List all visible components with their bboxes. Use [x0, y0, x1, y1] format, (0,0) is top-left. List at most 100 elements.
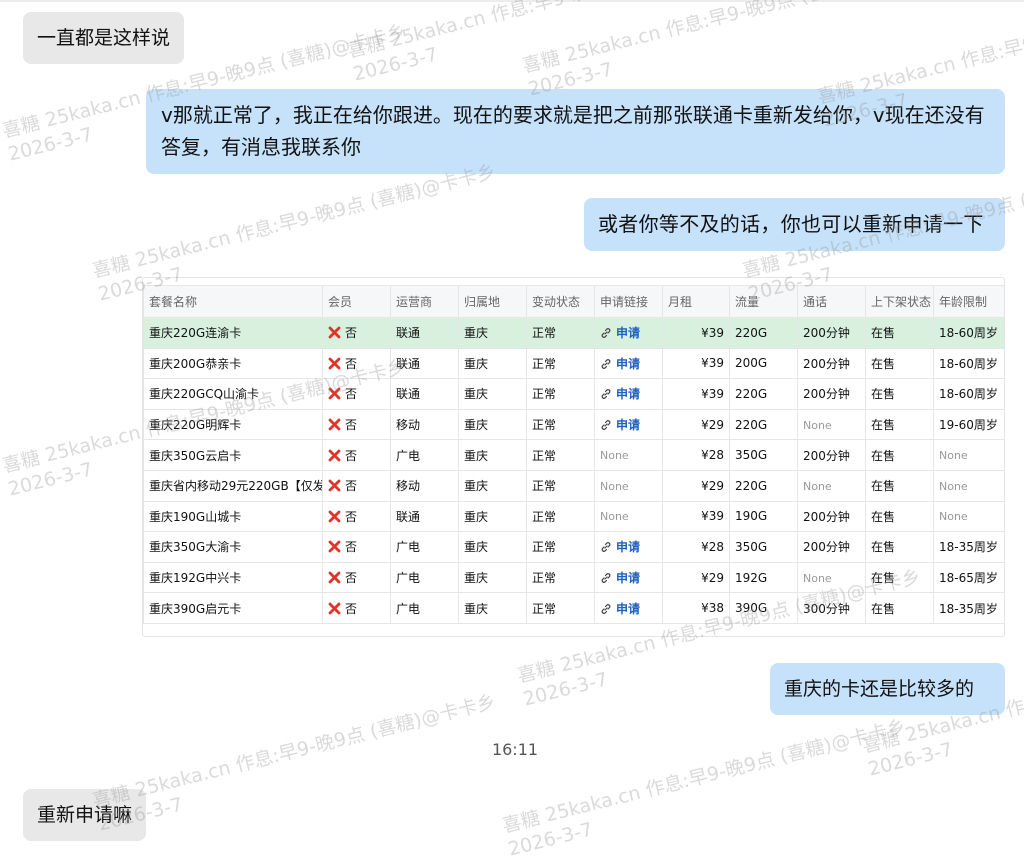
cell-text: ¥39: [701, 509, 724, 524]
table-cell: 否: [322, 592, 391, 624]
link-icon: [601, 358, 611, 369]
cell-text: 重庆省内移动29元220GB【仅发: [149, 479, 323, 494]
cell-text: 正常: [532, 571, 557, 586]
no-icon: [328, 510, 341, 523]
column-header: 套餐名称: [143, 285, 323, 318]
table-cell: 正常: [526, 469, 595, 502]
cell-text: 否: [345, 387, 358, 402]
table-cell: 否: [322, 531, 391, 563]
column-header: 申请链接: [594, 285, 663, 318]
table-cell: 重庆: [458, 500, 527, 533]
table-cell: 联通: [390, 317, 459, 349]
cell-text: 重庆190G山城卡: [149, 509, 242, 524]
cell-text: 350G: [735, 448, 768, 463]
table-cell: 重庆: [458, 347, 527, 380]
cell-text: ¥28: [701, 448, 724, 463]
table-cell: 申请: [594, 317, 663, 349]
table-cell: 重庆: [458, 531, 527, 563]
column-header: 月租: [662, 285, 730, 318]
table-cell: None: [933, 500, 1004, 533]
table-cell: 200G: [729, 347, 798, 380]
watermark-line: 喜糖 25kaka.cn 作息:早9-晚9点 (喜糖)@卡卡乡: [345, 0, 753, 63]
table-cell: 在售: [865, 469, 934, 502]
cell-text: None: [600, 510, 629, 524]
cell-text: 在售: [871, 356, 896, 371]
table-cell: 重庆: [458, 317, 527, 349]
table-cell: 移动: [390, 469, 459, 502]
table-cell: ¥39: [662, 500, 730, 533]
cell-text: 18-65周岁: [939, 571, 998, 586]
cell-text: ¥38: [701, 601, 724, 616]
cell-text: ¥29: [701, 417, 724, 432]
cell-text: None: [803, 571, 832, 585]
cell-text: 在售: [871, 387, 896, 402]
table-cell: 在售: [865, 592, 934, 624]
cell-text: 220G: [735, 478, 768, 493]
table-cell: 正常: [526, 531, 595, 563]
cell-text: 否: [345, 571, 358, 586]
cell-text: 重庆: [464, 326, 489, 341]
cell-text: ¥39: [701, 386, 724, 401]
cell-text: 正常: [532, 540, 557, 555]
table-cell: 200分钟: [797, 347, 866, 380]
cell-text: 220G: [735, 325, 768, 340]
cell-text: None: [939, 449, 968, 463]
cell-text: 重庆350G云启卡: [149, 448, 242, 463]
cell-text: 联通: [396, 356, 421, 371]
table-row: 重庆220G明辉卡 否 移动 重庆 正常 申请 ¥29 220G None 在售 19-60周岁: [143, 408, 1004, 441]
table-cell: 192G: [729, 561, 798, 594]
table-cell: ¥29: [662, 408, 730, 441]
watermark-line: 喜糖 25kaka.cn 作息:早9-晚9点 (喜糖)@卡卡乡: [90, 160, 498, 283]
cell-text: 重庆: [464, 479, 489, 494]
column-header: 流量: [729, 285, 798, 318]
table-cell: 正常: [526, 378, 595, 410]
cell-text: 18-60周岁: [939, 326, 998, 341]
table-cell: 广电: [390, 531, 459, 563]
table-cell: None: [933, 439, 1004, 471]
cell-text: ¥39: [701, 356, 724, 371]
cell-text: 否: [345, 448, 358, 463]
cell-text: 在售: [871, 509, 896, 524]
table-cell: 200分钟: [797, 439, 866, 471]
table-cell: 重庆省内移动29元220GB【仅发: [143, 469, 323, 502]
watermark-date: 2026-3-7: [526, 58, 616, 101]
no-icon: [328, 541, 341, 553]
cell-text: 重庆: [464, 571, 489, 586]
link-icon: [601, 420, 611, 430]
no-icon: [328, 357, 341, 370]
table-cell: 在售: [865, 439, 934, 471]
table-cell: 在售: [865, 531, 934, 563]
apply-link: 申请: [616, 356, 641, 371]
cell-text: 重庆: [464, 540, 489, 555]
cell-text: 否: [345, 326, 358, 341]
table-cell: ¥29: [662, 561, 730, 594]
cell-text: 390G: [735, 601, 768, 616]
cell-text: 192G: [735, 570, 768, 585]
link-icon: [601, 542, 611, 553]
table-cell: 350G: [729, 439, 798, 471]
table-row: 重庆200G恭亲卡 否 联通 重庆 正常 申请 ¥39 200G 200分钟 在售 18-60周岁: [143, 347, 1004, 380]
cell-text: 19-60周岁: [939, 418, 998, 433]
table-cell: 否: [322, 347, 391, 380]
table-cell: 18-65周岁: [933, 561, 1004, 594]
table-cell: 重庆200G恭亲卡: [143, 347, 323, 380]
cell-text: 200分钟: [803, 326, 850, 341]
table-cell: 18-60周岁: [933, 317, 1004, 349]
cell-text: 重庆200G恭亲卡: [149, 356, 242, 371]
cell-text: 否: [345, 479, 358, 494]
watermark-line: 喜糖 25kaka.cn 作息:早9-晚9点 (喜糖)@卡卡乡: [500, 715, 908, 838]
table-cell: 重庆390G启元卡: [143, 592, 323, 624]
table-cell: None: [933, 469, 1004, 502]
apply-link: 申请: [616, 571, 641, 586]
cell-text: None: [600, 449, 629, 463]
apply-link: 申请: [616, 601, 641, 616]
cell-text: 否: [345, 356, 358, 371]
cell-text: 190G: [735, 509, 768, 524]
table-cell: 350G: [729, 531, 798, 563]
table-cell: 18-60周岁: [933, 347, 1004, 380]
cell-text: 300分钟: [803, 601, 850, 616]
table-cell: 申请: [594, 561, 663, 594]
cell-text: 正常: [532, 418, 557, 433]
table-cell: 重庆192G中兴卡: [143, 561, 323, 594]
